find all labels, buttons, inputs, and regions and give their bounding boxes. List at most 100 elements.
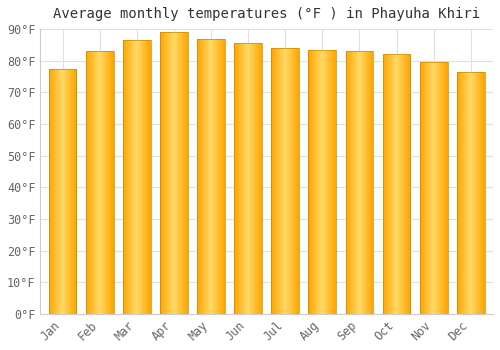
Bar: [430, 62, 431, 314]
Bar: [244, 43, 245, 314]
Bar: [137, 40, 138, 314]
Bar: [335, 50, 336, 314]
Bar: [123, 40, 150, 314]
Bar: [181, 32, 182, 314]
Bar: [476, 72, 477, 314]
Bar: [370, 51, 371, 314]
Bar: [400, 54, 401, 314]
Bar: [433, 62, 434, 314]
Bar: [404, 54, 405, 314]
Bar: [483, 72, 484, 314]
Bar: [87, 51, 88, 314]
Bar: [470, 72, 471, 314]
Bar: [480, 72, 481, 314]
Bar: [103, 51, 104, 314]
Bar: [257, 43, 258, 314]
Bar: [324, 50, 325, 314]
Bar: [311, 50, 312, 314]
Bar: [431, 62, 432, 314]
Bar: [51, 69, 52, 314]
Bar: [468, 72, 469, 314]
Bar: [96, 51, 97, 314]
Bar: [86, 51, 87, 314]
Bar: [185, 32, 186, 314]
Bar: [145, 40, 146, 314]
Bar: [440, 62, 441, 314]
Bar: [68, 69, 70, 314]
Bar: [479, 72, 480, 314]
Bar: [360, 51, 361, 314]
Bar: [124, 40, 125, 314]
Bar: [107, 51, 108, 314]
Bar: [308, 50, 336, 314]
Bar: [363, 51, 364, 314]
Bar: [173, 32, 174, 314]
Bar: [298, 48, 299, 314]
Bar: [134, 40, 135, 314]
Bar: [477, 72, 478, 314]
Bar: [109, 51, 110, 314]
Bar: [467, 72, 468, 314]
Bar: [144, 40, 145, 314]
Bar: [172, 32, 173, 314]
Bar: [128, 40, 129, 314]
Bar: [428, 62, 430, 314]
Bar: [312, 50, 313, 314]
Bar: [197, 38, 225, 314]
Bar: [125, 40, 126, 314]
Bar: [294, 48, 296, 314]
Bar: [132, 40, 133, 314]
Bar: [318, 50, 319, 314]
Bar: [327, 50, 328, 314]
Bar: [62, 69, 63, 314]
Bar: [393, 54, 394, 314]
Bar: [197, 38, 198, 314]
Bar: [330, 50, 332, 314]
Bar: [183, 32, 184, 314]
Bar: [329, 50, 330, 314]
Bar: [221, 38, 222, 314]
Bar: [201, 38, 202, 314]
Bar: [95, 51, 96, 314]
Bar: [210, 38, 211, 314]
Bar: [127, 40, 128, 314]
Bar: [319, 50, 320, 314]
Bar: [131, 40, 132, 314]
Bar: [435, 62, 436, 314]
Bar: [394, 54, 395, 314]
Title: Average monthly temperatures (°F ) in Phayuha Khiri: Average monthly temperatures (°F ) in Ph…: [53, 7, 480, 21]
Bar: [73, 69, 74, 314]
Bar: [174, 32, 175, 314]
Bar: [289, 48, 290, 314]
Bar: [48, 69, 76, 314]
Bar: [426, 62, 427, 314]
Bar: [273, 48, 274, 314]
Bar: [406, 54, 407, 314]
Bar: [357, 51, 358, 314]
Bar: [478, 72, 479, 314]
Bar: [472, 72, 473, 314]
Bar: [373, 51, 374, 314]
Bar: [166, 32, 168, 314]
Bar: [407, 54, 408, 314]
Bar: [355, 51, 356, 314]
Bar: [408, 54, 409, 314]
Bar: [427, 62, 428, 314]
Bar: [277, 48, 278, 314]
Bar: [240, 43, 241, 314]
Bar: [409, 54, 410, 314]
Bar: [420, 62, 421, 314]
Bar: [469, 72, 470, 314]
Bar: [234, 43, 262, 314]
Bar: [366, 51, 368, 314]
Bar: [457, 72, 458, 314]
Bar: [437, 62, 438, 314]
Bar: [296, 48, 297, 314]
Bar: [256, 43, 257, 314]
Bar: [71, 69, 72, 314]
Bar: [50, 69, 51, 314]
Bar: [148, 40, 149, 314]
Bar: [434, 62, 435, 314]
Bar: [165, 32, 166, 314]
Bar: [58, 69, 59, 314]
